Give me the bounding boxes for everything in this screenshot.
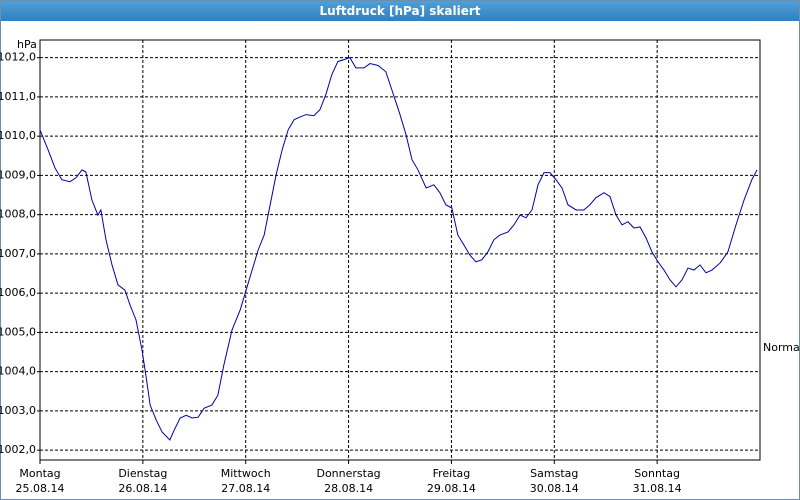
x-tick-date: 31.08.14 <box>633 482 682 495</box>
x-tick-date: 29.08.14 <box>427 482 476 495</box>
y-tick-label: 1007,0 <box>0 247 36 260</box>
y-tick-label: 1003,0 <box>0 404 36 417</box>
y-tick-label: 1004,0 <box>0 365 36 378</box>
y-tick-label: 1009,0 <box>0 168 36 181</box>
x-tick-date: 25.08.14 <box>16 482 65 495</box>
y-tick-label: 1008,0 <box>0 208 36 221</box>
x-tick-date: 27.08.14 <box>221 482 270 495</box>
x-tick-date: 28.08.14 <box>324 482 373 495</box>
x-tick-label: Montag <box>19 467 60 480</box>
x-tick-date: 30.08.14 <box>530 482 579 495</box>
x-tick-label: Freitag <box>433 467 471 480</box>
title-bar: Luftdruck [hPa] skaliert <box>1 1 799 21</box>
y-tick-label: 1010,0 <box>0 129 36 142</box>
x-tick-label: Donnerstag <box>316 467 380 480</box>
chart: hPa 1002,0 1003,0 1004,0 1005,0 1006,0 1007,0… <box>0 38 800 495</box>
x-tick-date: 26.08.14 <box>118 482 167 495</box>
y-tick-label: 1012,0 <box>0 51 36 64</box>
pressure-line <box>39 57 758 441</box>
plot-border <box>39 39 761 461</box>
x-tick-label: Dienstag <box>118 467 167 480</box>
y-tick-label: 1011,0 <box>0 90 36 103</box>
x-tick-label: Samstag <box>530 467 578 480</box>
y-tick-label: 1002,0 <box>0 443 36 456</box>
y-tick-label: 1006,0 <box>0 286 36 299</box>
y-unit: hPa <box>17 38 37 51</box>
x-tick-label: Sonntag <box>634 467 680 480</box>
x-tick-label: Mittwoch <box>221 467 271 480</box>
annotation: Normal <box>763 341 800 354</box>
y-tick-label: 1005,0 <box>0 325 36 338</box>
